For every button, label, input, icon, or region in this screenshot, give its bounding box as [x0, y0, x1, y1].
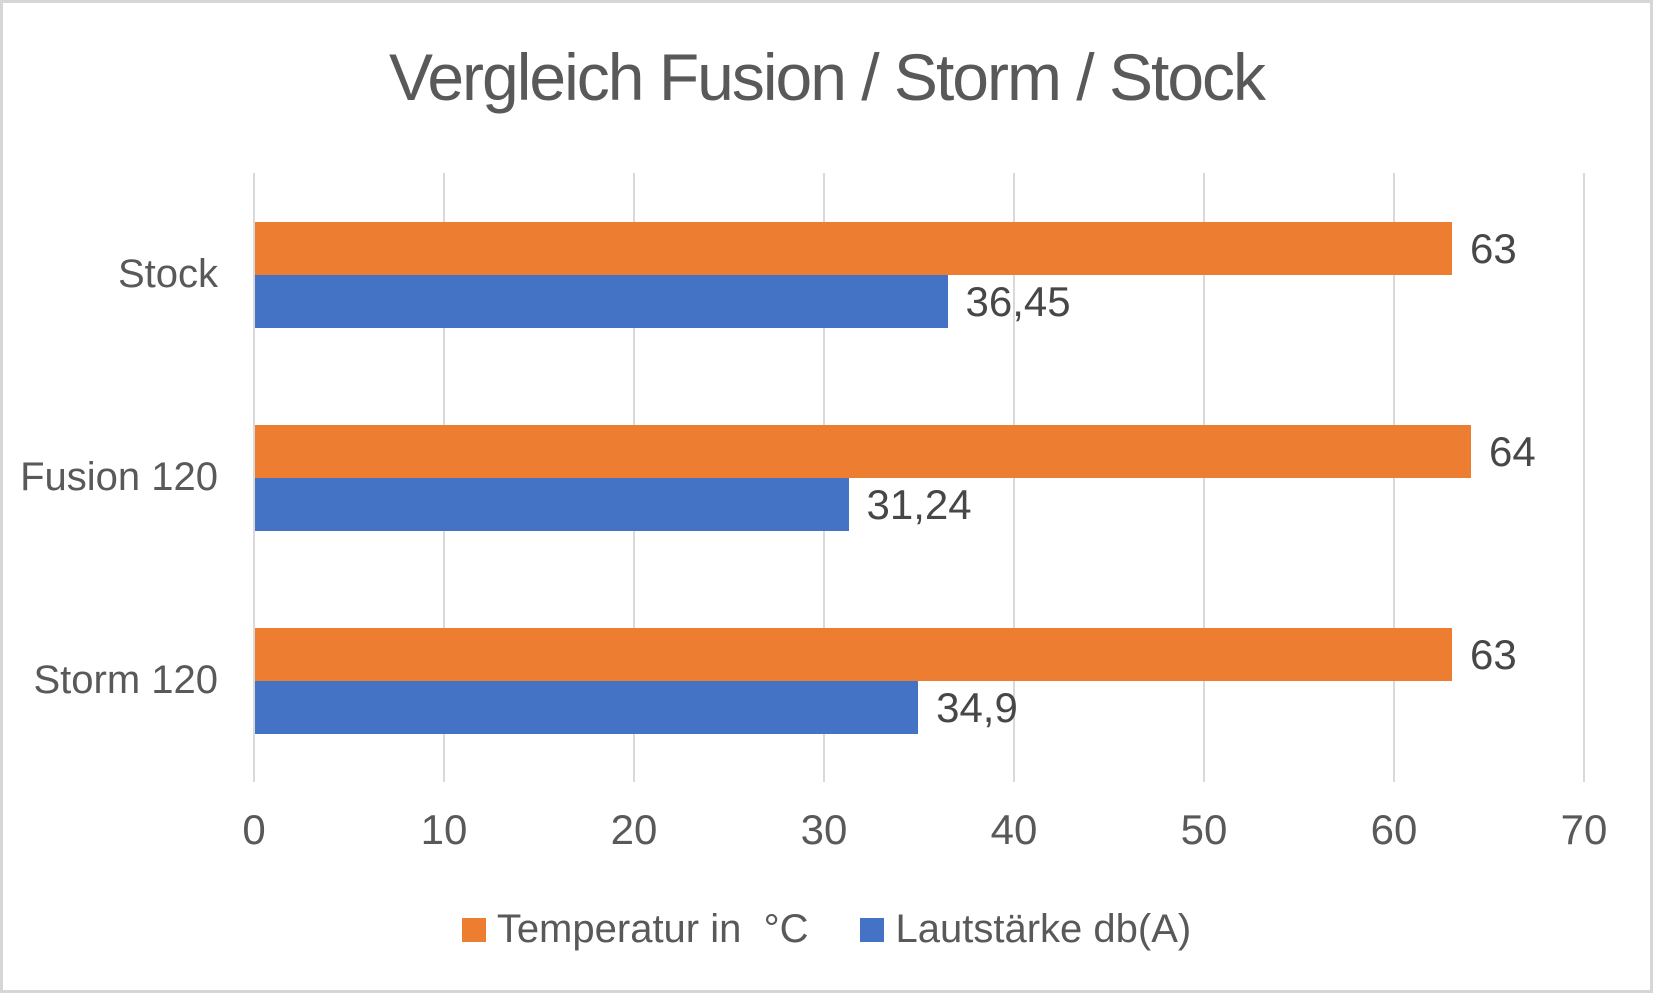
legend: Temperatur in °C Lautstärke db(A): [3, 907, 1650, 952]
bar-lautstaerke: [255, 274, 948, 328]
x-tick-label: 0: [242, 806, 266, 853]
bar-lautstaerke: [255, 680, 919, 734]
legend-swatch-icon: [461, 917, 486, 942]
data-label: 31,24: [866, 480, 972, 528]
x-tick-label: 60: [1370, 806, 1418, 853]
x-tick-label: 50: [1180, 806, 1228, 853]
bar-temperatur: [255, 627, 1452, 681]
bar-temperatur: [255, 424, 1471, 478]
category-label: Stock: [117, 252, 218, 296]
x-tick-label: 30: [800, 806, 848, 853]
gridline-0: [253, 173, 255, 782]
gridline-70: [1583, 173, 1585, 782]
x-tick-label: 10: [420, 806, 468, 853]
legend-label: Temperatur in °C: [496, 907, 809, 951]
legend-item-temperatur: Temperatur in °C: [461, 907, 809, 952]
data-label: 63: [1470, 224, 1517, 272]
data-label: 34,9: [936, 683, 1018, 731]
chart-title: Vergleich Fusion / Storm / Stock: [388, 40, 1266, 114]
gridline-60: [1393, 173, 1395, 782]
legend-label: Lautstärke db(A): [895, 907, 1192, 951]
category-label: Storm 120: [33, 658, 218, 702]
x-tick-label: 40: [990, 806, 1038, 853]
data-label: 63: [1470, 630, 1517, 678]
data-label: 36,45: [965, 277, 1071, 325]
x-tick-label: 70: [1560, 806, 1608, 853]
bar-temperatur: [255, 221, 1452, 275]
x-tick-label: 20: [610, 806, 658, 853]
legend-item-lautstaerke: Lautstärke db(A): [860, 907, 1191, 952]
gridline-40: [1013, 173, 1015, 782]
bar-lautstaerke: [255, 477, 849, 531]
legend-swatch-icon: [860, 917, 885, 942]
category-label: Fusion 120: [20, 455, 218, 499]
gridline-50: [1203, 173, 1205, 782]
data-label: 64: [1489, 427, 1536, 475]
